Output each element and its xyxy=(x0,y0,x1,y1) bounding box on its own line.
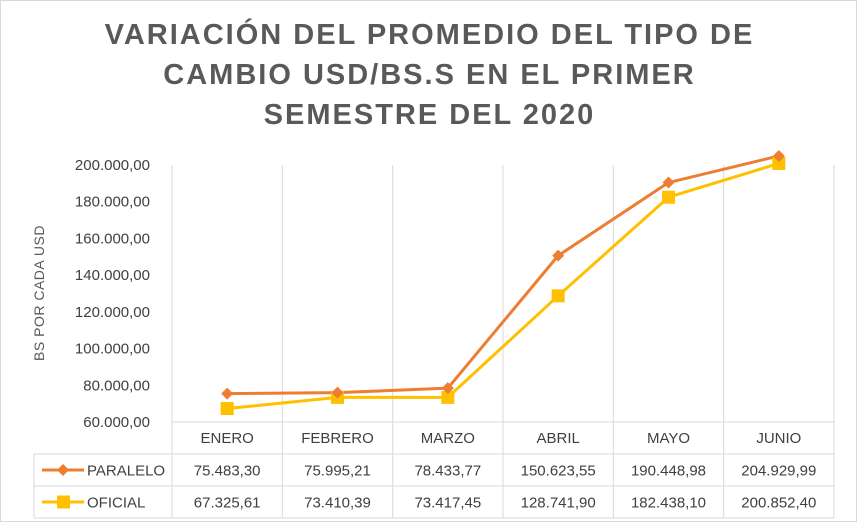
x-category-label: ABRIL xyxy=(536,430,579,447)
y-tick-label: 140.000,00 xyxy=(75,267,150,284)
chart-title-line-2: CAMBIO USD/BS.S EN EL PRIMER xyxy=(163,59,696,91)
y-tick-label: 120.000,00 xyxy=(75,304,150,321)
legend-series-label: OFICIAL xyxy=(87,495,145,512)
y-tick-label: 160.000,00 xyxy=(75,230,150,247)
y-tick-label: 80.000,00 xyxy=(83,377,150,394)
data-point-oficial xyxy=(441,390,455,404)
data-point-oficial xyxy=(220,402,234,416)
data-table-cell: 200.852,40 xyxy=(741,495,816,512)
data-table-cell: 182.438,10 xyxy=(631,495,706,512)
y-tick-label: 180.000,00 xyxy=(75,194,150,211)
data-point-oficial xyxy=(772,156,786,170)
series-line-oficial xyxy=(227,162,780,411)
legend-key-marker xyxy=(57,495,70,509)
y-tick-label: 100.000,00 xyxy=(75,341,150,358)
chart-title-line-3: SEMESTRE DEL 2020 xyxy=(263,99,596,131)
data-table-cell: 67.325,61 xyxy=(194,495,261,512)
data-point-oficial xyxy=(551,289,565,303)
y-tick-label: 60.000,00 xyxy=(83,414,150,431)
chart-title-line-1: VARIACIÓN DEL PROMEDIO DEL TIPO DE xyxy=(104,19,755,51)
data-table-cell: 78.433,77 xyxy=(414,463,481,480)
x-category-label: FEBRERO xyxy=(301,430,374,447)
data-table-cell: 128.741,90 xyxy=(521,495,596,512)
x-category-label: MAYO xyxy=(647,430,690,447)
data-point-paralelo xyxy=(331,386,344,399)
x-category-label: MARZO xyxy=(421,430,475,447)
x-category-label: ENERO xyxy=(200,430,253,447)
data-table-cell: 73.417,45 xyxy=(414,495,481,512)
series-line-paralelo xyxy=(227,154,780,396)
data-table-cell: 75.995,21 xyxy=(304,463,371,480)
data-point-paralelo xyxy=(662,176,675,189)
x-category-label: JUNIO xyxy=(756,430,801,447)
y-tick-label: 200.000,00 xyxy=(75,157,150,174)
data-point-paralelo xyxy=(772,149,785,162)
data-table-cell: 204.929,99 xyxy=(741,463,816,480)
data-table-cell: 150.623,55 xyxy=(521,463,596,480)
data-point-paralelo xyxy=(552,249,565,262)
data-table-cell: 190.448,98 xyxy=(631,463,706,480)
legend-series-label: PARALELO xyxy=(87,463,165,480)
legend-key-marker xyxy=(57,464,69,476)
chart-title: VARIACIÓN DEL PROMEDIO DEL TIPO DE CAMBI… xyxy=(61,15,798,135)
data-point-paralelo xyxy=(221,387,234,400)
data-point-oficial xyxy=(662,190,675,204)
data-table-cell: 73.410,39 xyxy=(304,495,371,512)
data-point-paralelo xyxy=(441,382,454,395)
data-table-cell: 75.483,30 xyxy=(194,463,261,480)
